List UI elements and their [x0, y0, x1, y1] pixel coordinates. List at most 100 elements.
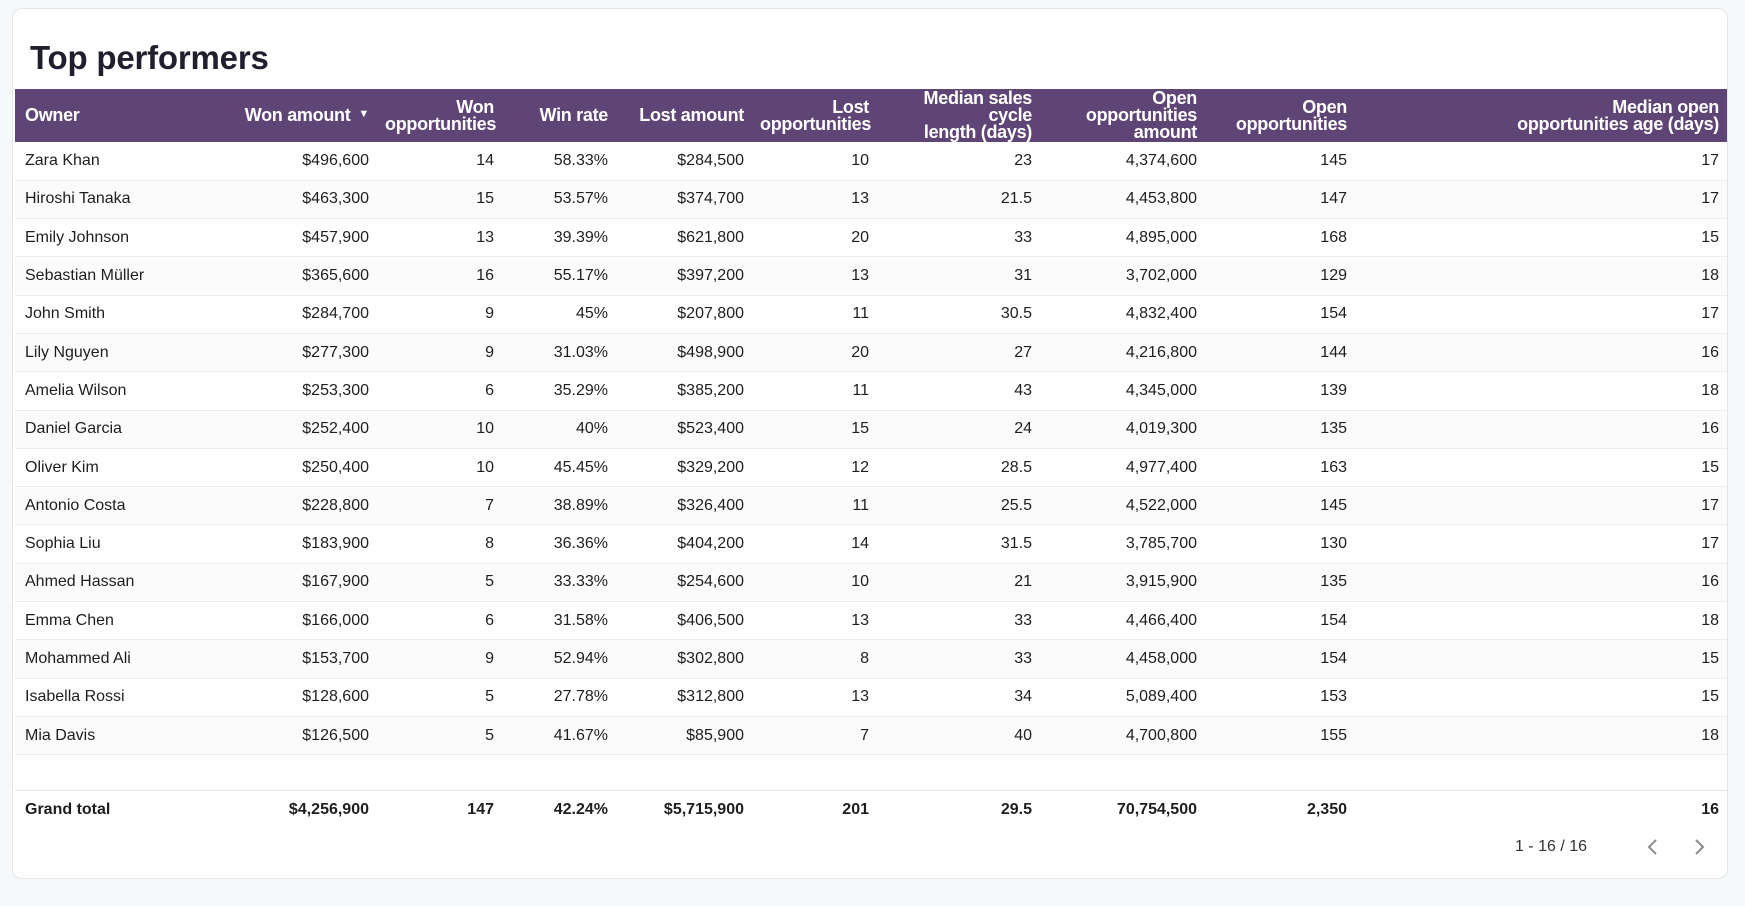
table-row[interactable]: Mia Davis $126,500 5 41.67% $85,900 7 40 4,700,…: [15, 716, 1727, 755]
cell-median-open-age: 17: [1701, 496, 1719, 514]
column-header-median-open-age[interactable]: Median open opportunities age (days): [1355, 89, 1727, 142]
cell-open-opportunities: 147: [1320, 190, 1347, 208]
cell-win-rate: 45.45%: [553, 458, 608, 476]
column-header-median-sales-cycle[interactable]: Median sales cycle length (days): [877, 89, 1040, 142]
column-header-label: Median sales cycle: [923, 88, 1033, 125]
table-body: Zara Khan $496,600 14 58.33% $284,500 10 23 4,3…: [15, 142, 1727, 829]
cell-lost-opportunities: 14: [851, 535, 869, 553]
cell-lost-opportunities: 20: [851, 343, 869, 361]
cell-open-opportunities-amount: 3,702,000: [1125, 267, 1197, 285]
column-header-lost-opportunities[interactable]: Lost opportunities: [752, 89, 877, 142]
cell-lost-opportunities: 10: [851, 573, 869, 591]
table-row[interactable]: Antonio Costa $228,800 7 38.89% $326,400 11 25…: [15, 486, 1727, 525]
cell-median-sales-cycle: 23: [1014, 151, 1032, 169]
cell-won-opportunities: 16: [476, 267, 494, 285]
table-row[interactable]: Ahmed Hassan $167,900 5 33.33% $254,600 10 21 3…: [15, 563, 1727, 602]
cell-open-opportunities: 154: [1320, 305, 1347, 323]
cell-won-amount: $128,600: [302, 688, 369, 706]
cell-lost-amount: $207,800: [677, 305, 744, 323]
column-header-won-amount[interactable]: Won amount ▼: [227, 89, 377, 142]
cell-win-rate: 35.29%: [553, 381, 608, 399]
table-row[interactable]: John Smith $284,700 9 45% $207,800 11 30.5 4,83…: [15, 295, 1727, 334]
caret-down-icon[interactable]: ▼: [358, 108, 369, 121]
column-header-lost-amount[interactable]: Lost amount: [616, 89, 752, 142]
cell-open-opportunities: 145: [1320, 496, 1347, 514]
cell-open-opportunities-amount: 4,832,400: [1125, 305, 1197, 323]
cell-lost-amount: $406,500: [677, 611, 744, 629]
cell-open-opportunities-amount: 4,977,400: [1125, 458, 1197, 476]
cell-median-open-age: 18: [1701, 726, 1719, 744]
column-header-won-opportunities[interactable]: Won opportunities: [377, 89, 502, 142]
cell-open-opportunities: 144: [1320, 343, 1347, 361]
chevron-right-icon[interactable]: [1685, 833, 1713, 861]
cell-open-opportunities-amount: 3,915,900: [1125, 573, 1197, 591]
column-header-label: Lost: [832, 96, 869, 117]
total-win-rate: 42.24%: [553, 801, 608, 818]
cell-won-opportunities: 13: [476, 228, 494, 246]
cell-won-opportunities: 14: [476, 151, 494, 169]
column-header-open-opportunities[interactable]: Open opportunities: [1205, 89, 1355, 142]
column-header-open-opportunities-amount[interactable]: Open opportunities amount: [1040, 89, 1205, 142]
cell-lost-amount: $404,200: [677, 535, 744, 553]
table-row[interactable]: Isabella Rossi $128,600 5 27.78% $312,800 13 3…: [15, 678, 1727, 717]
table-row[interactable]: Sebastian Müller $365,600 16 55.17% $397,200…: [15, 256, 1727, 296]
cell-won-amount: $463,300: [302, 190, 369, 208]
cell-median-sales-cycle: 31: [1014, 267, 1032, 285]
cell-owner: John Smith: [25, 305, 106, 323]
column-header-label: length (days): [923, 122, 1032, 142]
table-row[interactable]: Sophia Liu $183,900 8 36.36% $404,200 14 31.5 3…: [15, 525, 1727, 564]
cell-lost-opportunities: 15: [851, 420, 869, 438]
cell-lost-opportunities: 20: [851, 228, 869, 246]
cell-lost-opportunities: 10: [851, 151, 869, 169]
cell-won-amount: $126,500: [302, 726, 369, 744]
cell-median-sales-cycle: 43: [1014, 381, 1032, 399]
cell-win-rate: 33.33%: [553, 573, 608, 591]
cell-owner: Isabella Rossi: [25, 688, 125, 706]
cell-won-opportunities: 10: [476, 420, 494, 438]
cell-open-opportunities-amount: 4,216,800: [1125, 343, 1197, 361]
cell-won-amount: $252,400: [302, 420, 369, 438]
column-header-label: Median open: [1612, 96, 1719, 117]
total-won-opportunities: 147: [467, 801, 494, 818]
cell-open-opportunities: 154: [1320, 611, 1347, 629]
cell-win-rate: 53.57%: [553, 190, 608, 208]
chevron-left-icon[interactable]: [1639, 833, 1667, 861]
total-median-open-age: 16: [1701, 801, 1719, 818]
table-row[interactable]: Oliver Kim $250,400 10 45.45% $329,200 12 28.5…: [15, 448, 1727, 487]
cell-lost-amount: $85,900: [686, 726, 744, 744]
column-header-label: opportunities: [760, 113, 872, 134]
cell-lost-opportunities: 13: [851, 190, 869, 208]
table-row[interactable]: Lily Nguyen $277,300 9 31.03% $498,900 20 27 4,…: [15, 333, 1727, 372]
column-header-label: opportunities: [385, 113, 497, 134]
cell-lost-opportunities: 11: [852, 305, 869, 323]
cell-won-opportunities: 5: [485, 688, 494, 706]
cell-win-rate: 45%: [575, 305, 608, 323]
column-header-owner[interactable]: Owner: [15, 89, 227, 142]
table-row[interactable]: Emily Johnson $457,900 13 39.39% $621,800 20 3…: [15, 219, 1727, 257]
table-row[interactable]: Daniel Garcia $252,400 10 40% $523,400 15 24 4,…: [15, 410, 1727, 449]
cell-won-amount: $496,600: [302, 151, 369, 169]
cell-win-rate: 39.39%: [553, 228, 608, 246]
table-row[interactable]: Zara Khan $496,600 14 58.33% $284,500 10 23 4,3…: [15, 142, 1727, 181]
cell-lost-amount: $523,400: [677, 420, 744, 438]
column-header-label: Won amount: [244, 104, 351, 125]
cell-median-open-age: 18: [1701, 267, 1719, 285]
table-row[interactable]: Amelia Wilson $253,300 6 35.29% $385,200 11 43…: [15, 372, 1727, 411]
table-row[interactable]: Emma Chen $166,000 6 31.58% $406,500 13 33 4,46…: [15, 602, 1727, 640]
column-header-win-rate[interactable]: Win rate: [502, 89, 616, 142]
cell-open-opportunities: 155: [1320, 726, 1347, 744]
cell-median-open-age: 17: [1701, 305, 1719, 323]
cell-lost-opportunities: 13: [851, 611, 869, 629]
cell-lost-amount: $326,400: [677, 496, 744, 514]
column-header-label: Owner: [25, 105, 80, 125]
cell-open-opportunities-amount: 4,895,000: [1125, 228, 1197, 246]
performers-table: Owner Won amount ▼ Won opportunities Win rate…: [15, 89, 1727, 829]
cell-median-sales-cycle: 21: [1014, 573, 1032, 591]
cell-won-opportunities: 6: [485, 611, 494, 629]
cell-open-opportunities: 139: [1320, 381, 1347, 399]
cell-open-opportunities-amount: 4,345,000: [1125, 381, 1197, 399]
table-row[interactable]: Hiroshi Tanaka $463,300 15 53.57% $374,700 13…: [15, 180, 1727, 219]
cell-won-amount: $284,700: [302, 305, 369, 323]
table-row[interactable]: Mohammed Ali $153,700 9 52.94% $302,800 8 33 4,…: [15, 639, 1727, 679]
cell-lost-opportunities: 8: [860, 650, 869, 667]
